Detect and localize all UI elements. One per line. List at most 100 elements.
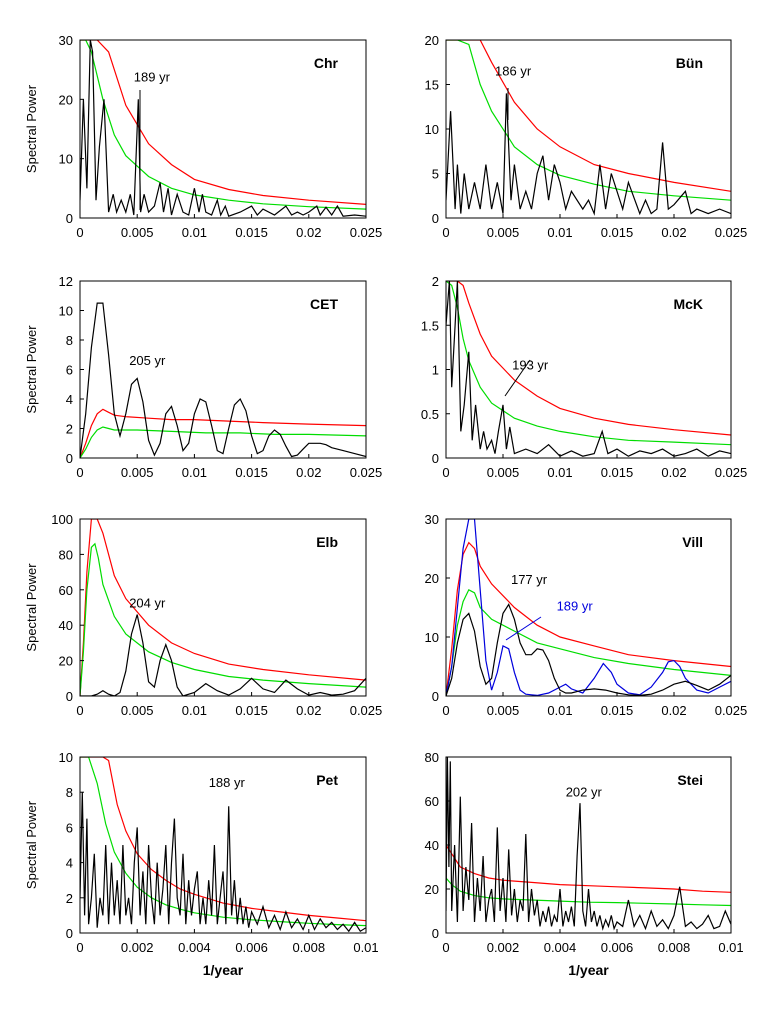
y-tick-label: 10 — [59, 750, 73, 765]
panel-cet: 0 0.005 0.01 0.015 0.02 0.025 0 2 4 6 8 10 12 CET Spec… — [24, 274, 382, 480]
x-tick-label: 0.005 — [487, 225, 520, 240]
x-tick-label: 0.002 — [487, 940, 520, 955]
x-tick-label: 0.008 — [293, 940, 326, 955]
x-tick-label: 0.008 — [658, 940, 691, 955]
y-tick-label: 0 — [66, 211, 73, 226]
plot-frame — [79, 39, 367, 219]
y-tick-label: 20 — [59, 92, 73, 107]
x-tick-label: 0 — [76, 703, 83, 718]
y-axis-label: Spectral Power — [24, 84, 39, 173]
x-tick-label: 0.015 — [601, 225, 634, 240]
panel-title: Vill — [682, 534, 703, 550]
panel-chr: 0 0.005 0.01 0.015 0.02 0.025 0 10 20 30 Chr Spectr… — [24, 33, 382, 240]
panel-title: Bün — [676, 55, 703, 71]
x-tick-label: 0 — [76, 225, 83, 240]
x-tick-label: 0.005 — [487, 465, 520, 480]
series-line-1 — [446, 281, 731, 436]
peak-annotation: 205 yr — [129, 353, 166, 368]
series-line-2 — [446, 40, 731, 201]
series-line-3 — [446, 93, 731, 216]
x-tick-label: 0.02 — [296, 225, 321, 240]
x-tick-label: 0.01 — [547, 225, 572, 240]
series-line-1 — [80, 757, 366, 922]
y-tick-label: 2 — [66, 891, 73, 906]
y-tick-label: 20 — [425, 33, 439, 48]
y-tick-label: 0 — [432, 211, 439, 226]
y-tick-label: 0.5 — [421, 407, 439, 422]
x-tick-label: 0.005 — [121, 465, 154, 480]
y-tick-label: 0 — [432, 926, 439, 941]
y-tick-label: 4 — [66, 856, 73, 871]
y-tick-label: 40 — [425, 838, 439, 853]
y-tick-label: 1.5 — [421, 318, 439, 333]
x-tick-label: 0.015 — [235, 703, 268, 718]
y-tick-label: 4 — [66, 392, 73, 407]
peak-annotation: 189 yr — [134, 70, 171, 85]
panel-title: McK — [673, 296, 703, 312]
x-axis-label: 1/year — [568, 962, 609, 978]
y-tick-label: 8 — [66, 333, 73, 348]
x-tick-label: 0.01 — [182, 703, 207, 718]
series-line-1 — [446, 844, 731, 893]
x-tick-label: 0.015 — [601, 703, 634, 718]
series-line-3 — [80, 614, 366, 696]
x-tick-label: 0.006 — [601, 940, 634, 955]
x-tick-label: 0.01 — [182, 465, 207, 480]
x-tick-label: 0.01 — [353, 940, 378, 955]
peak-annotation: 188 yr — [209, 775, 246, 790]
panel-title: Stei — [677, 772, 703, 788]
y-tick-label: 1 — [432, 363, 439, 378]
x-tick-label: 0.004 — [544, 940, 577, 955]
panel-title: Elb — [316, 534, 338, 550]
y-tick-label: 10 — [425, 630, 439, 645]
y-axis-label: Spectral Power — [24, 325, 39, 414]
y-tick-label: 10 — [425, 122, 439, 137]
x-tick-label: 0.025 — [715, 225, 748, 240]
x-tick-label: 0.025 — [715, 465, 748, 480]
series-line-3 — [446, 757, 731, 931]
series-line-2 — [446, 588, 731, 696]
x-axis-label: 1/year — [203, 962, 244, 978]
peak-annotation: 186 yr — [495, 64, 532, 79]
series-line-2 — [80, 40, 366, 210]
plot-frame — [445, 518, 732, 697]
series-line-3 — [80, 792, 366, 933]
series-line-3 — [80, 302, 366, 458]
panel-vill: 0 0.005 0.01 0.015 0.02 0.025 0 10 20 30 Vill 177 y… — [425, 512, 748, 718]
y-tick-label: 60 — [425, 794, 439, 809]
series-line-4 — [446, 603, 731, 696]
x-tick-label: 0.02 — [296, 465, 321, 480]
y-tick-label: 2 — [66, 422, 73, 437]
peak-annotation: 193 yr — [512, 358, 549, 373]
y-tick-label: 0 — [66, 451, 73, 466]
y-tick-label: 20 — [59, 654, 73, 669]
series-line-1 — [80, 40, 366, 205]
peak-annotation: 189 yr — [557, 598, 594, 613]
y-tick-label: 5 — [432, 167, 439, 182]
x-tick-label: 0 — [442, 703, 449, 718]
x-tick-label: 0.005 — [487, 703, 520, 718]
y-tick-label: 0 — [432, 451, 439, 466]
x-tick-label: 0.006 — [235, 940, 268, 955]
x-tick-label: 0.025 — [350, 703, 383, 718]
y-tick-label: 30 — [425, 512, 439, 527]
series-line-3 — [446, 281, 731, 457]
y-tick-label: 40 — [59, 618, 73, 633]
y-tick-label: 12 — [59, 274, 73, 289]
x-tick-label: 0 — [442, 465, 449, 480]
y-tick-label: 6 — [66, 363, 73, 378]
y-tick-label: 80 — [425, 750, 439, 765]
x-tick-label: 0 — [76, 940, 83, 955]
panel-elb: 0 0.005 0.01 0.015 0.02 0.025 0 20 40 60 80 100 Elb S… — [24, 512, 382, 718]
x-tick-label: 0.02 — [661, 465, 686, 480]
panel-pet: 0 0.002 0.004 0.006 0.008 0.01 0 2 4 6 8 10 Pet Spect… — [24, 750, 379, 978]
panel-title: CET — [310, 296, 338, 312]
x-tick-label: 0.01 — [547, 703, 572, 718]
x-tick-label: 0.005 — [121, 703, 154, 718]
y-tick-label: 20 — [425, 882, 439, 897]
x-tick-label: 0.01 — [547, 465, 572, 480]
annotation-pointer — [505, 616, 542, 641]
peak-annotation: 202 yr — [566, 785, 603, 800]
y-tick-label: 100 — [51, 512, 73, 527]
